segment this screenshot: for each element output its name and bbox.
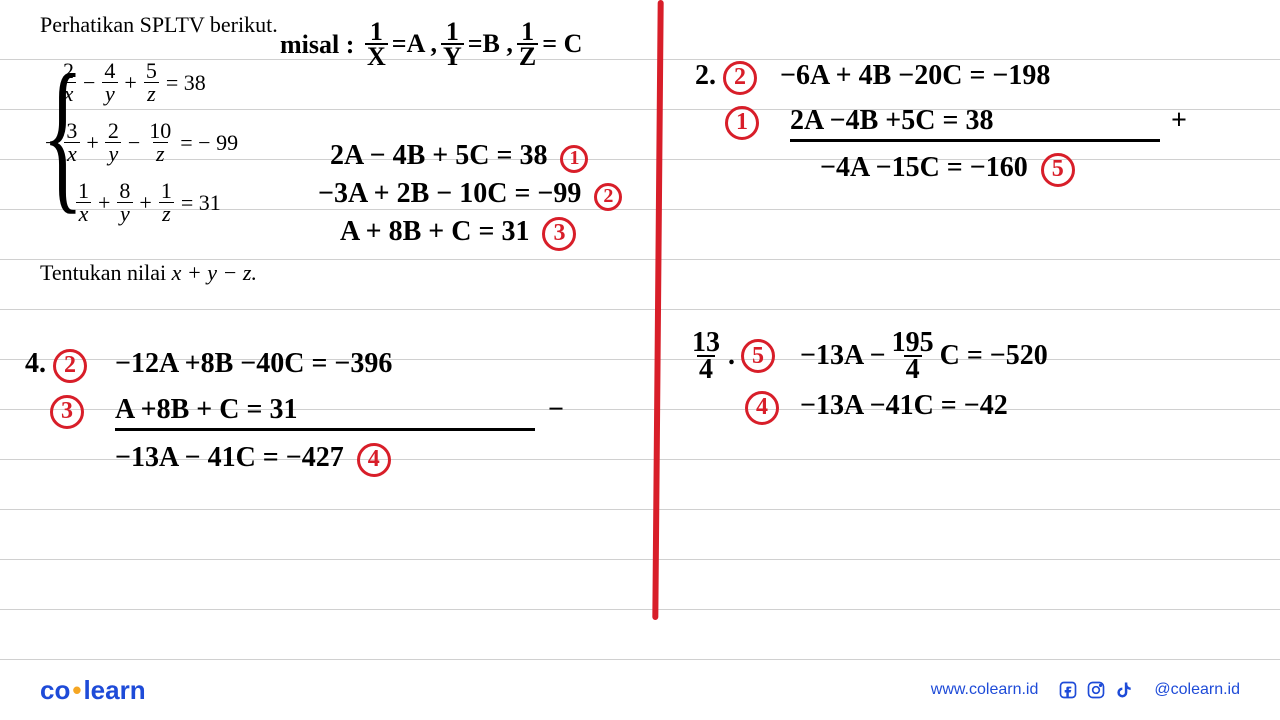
circled-2-icon: 2 bbox=[594, 183, 622, 211]
logo: co•learn bbox=[40, 675, 146, 706]
left-step-l3: −13A − 41C = −427 4 bbox=[115, 442, 391, 477]
circled-5b-icon: 5 bbox=[741, 339, 775, 373]
circled-3-icon: 3 bbox=[542, 217, 576, 251]
misal-label: misal : bbox=[280, 30, 354, 60]
tiktok-icon bbox=[1114, 680, 1134, 700]
right2-l2-circle: 4 bbox=[745, 390, 779, 425]
instagram-icon bbox=[1086, 680, 1106, 700]
sys-eq3: A + 8B + C = 31 3 bbox=[340, 216, 576, 251]
left-step-l1: −12A +8B −40C = −396 bbox=[115, 348, 392, 380]
social-icons bbox=[1058, 680, 1134, 700]
right2-mult: 134 . 5 bbox=[690, 330, 775, 382]
right1-l3: −4A −15C = −160 5 bbox=[820, 152, 1075, 187]
eq1: 2x − 4y + 5z = 38 bbox=[60, 60, 206, 105]
footer-handle: @colearn.id bbox=[1154, 681, 1240, 699]
right1-l1: −6A + 4B −20C = −198 bbox=[780, 60, 1050, 92]
right1-l2: 2A −4B +5C = 38 + bbox=[790, 105, 1187, 142]
circled-4b-icon: 4 bbox=[745, 391, 779, 425]
footer-url: www.colearn.id bbox=[931, 681, 1039, 699]
eq2: − 3x + 2y − 10z = − 99 bbox=[45, 120, 238, 165]
left-step-l2: A +8B + C = 31 − bbox=[115, 394, 564, 431]
circled-2c-icon: 2 bbox=[723, 61, 757, 95]
circled-1b-icon: 1 bbox=[725, 106, 759, 140]
sys-eq1: 2A − 4B + 5C = 38 1 bbox=[330, 140, 588, 173]
right2-l2: −13A −41C = −42 bbox=[800, 390, 1008, 422]
circled-3b-icon: 3 bbox=[50, 395, 84, 429]
right2-l1: −13A − 1954 C = −520 bbox=[800, 330, 1048, 382]
right1-prefix: 2. 2 bbox=[695, 60, 757, 95]
misal-defs: 1X =A , 1Y =B , 1Z = C bbox=[365, 20, 582, 69]
facebook-icon bbox=[1058, 680, 1078, 700]
footer: co•learn www.colearn.id @colearn.id bbox=[0, 660, 1280, 720]
circled-4-icon: 4 bbox=[357, 443, 391, 477]
left-step-l2-circle: 3 bbox=[50, 394, 84, 429]
circled-5-icon: 5 bbox=[1041, 153, 1075, 187]
sys-eq2: −3A + 2B − 10C = −99 2 bbox=[318, 178, 622, 211]
eq3: 1x + 8y + 1z = 31 bbox=[75, 180, 221, 225]
circled-1-icon: 1 bbox=[560, 145, 588, 173]
problem-heading: Perhatikan SPLTV berikut. bbox=[40, 12, 278, 38]
circled-2b-icon: 2 bbox=[53, 349, 87, 383]
question: Tentukan nilai x + y − z. bbox=[40, 260, 257, 286]
left-step-prefix: 4. 2 bbox=[25, 348, 87, 383]
right1-l2-circle: 1 bbox=[725, 105, 759, 140]
